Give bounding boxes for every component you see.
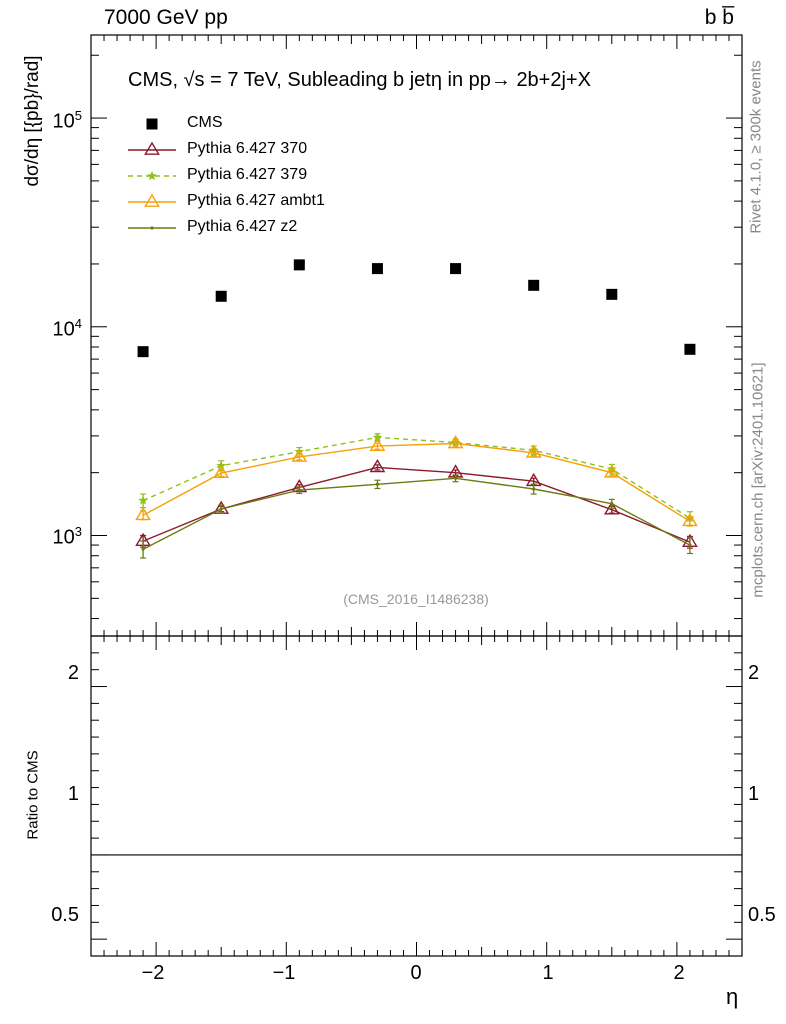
y-tick-label-1e3: 103 (52, 524, 82, 549)
marker-pythia-6-427-z2 (688, 543, 692, 547)
legend-label-cms: CMS (187, 114, 223, 131)
x-tick-label-2: 2 (673, 962, 685, 984)
marker-cms (606, 288, 618, 300)
legend-label-ambt1: Pythia 6.427 ambt1 (187, 192, 325, 209)
marker-pythia-6-427-ambt1 (447, 435, 464, 449)
marker-pythia-6-427-379 (138, 495, 148, 505)
marker-pythia-6-427-z2 (219, 507, 223, 511)
legend-label-379: Pythia 6.427 379 (187, 166, 308, 183)
legend-marker-pythia-6-427-ambt1 (144, 193, 160, 207)
legend-marker-pythia-6-427-379 (147, 171, 157, 181)
legend-label-z2: Pythia 6.427 z2 (187, 218, 298, 235)
series-line-pythia-6-427-379 (142, 436, 691, 519)
ratio-tick-label-05-left: 0.5 (51, 904, 79, 926)
legend (128, 118, 176, 230)
rivet-label: Rivet 4.1.0, ≥ 300k events (747, 60, 765, 234)
marker-pythia-6-427-ambt1 (291, 448, 308, 462)
ratio-plot-frame (90, 635, 743, 957)
marker-cms (293, 259, 305, 271)
marker-pythia-6-427-z2 (610, 502, 614, 506)
legend-label-370: Pythia 6.427 370 (187, 140, 308, 157)
ratio-tick-label-2-left: 2 (67, 662, 79, 684)
marker-cms (371, 263, 383, 275)
y-tick-label-1e5: 105 (52, 108, 82, 133)
marker-pythia-6-427-ambt1 (135, 506, 151, 521)
legend-marker-cms (146, 118, 158, 130)
data-marks (135, 259, 698, 559)
marker-cms (528, 279, 540, 291)
marker-pythia-6-427-z2 (375, 482, 380, 486)
marker-pythia-6-427-z2 (141, 547, 145, 551)
y-axis-label: dσ/dη [{pb}/rad] (22, 55, 43, 187)
marker-pythia-6-427-ambt1 (525, 444, 542, 458)
mcplots-label: mcplots.cern.ch [arXiv:2401.10621] (749, 362, 767, 598)
marker-pythia-6-427-ambt1 (682, 512, 698, 527)
marker-cms (137, 346, 149, 358)
x-tick-label-1: 1 (542, 962, 554, 984)
series-line-pythia-6-427-ambt1 (142, 442, 691, 522)
marker-pythia-6-427-370 (369, 459, 386, 473)
marker-pythia-6-427-ambt1 (213, 464, 230, 479)
marker-cms (215, 290, 227, 302)
chart-title: CMS, √s = 7 TeV, Subleading b jetη in pp… (128, 69, 591, 91)
marker-cms (450, 263, 462, 275)
ratio-tick-label-1-right: 1 (748, 783, 760, 805)
marker-pythia-6-427-370 (603, 501, 620, 515)
series-line-pythia-6-427-370 (142, 466, 691, 543)
analysis-watermark: (CMS_2016_I1486238) (343, 591, 489, 607)
energy-label: 7000 GeV pp (104, 6, 228, 29)
legend-marker-pythia-6-427-z2 (150, 226, 154, 230)
marker-cms (684, 343, 696, 355)
ratio-tick-label-2-right: 2 (748, 662, 760, 684)
marker-pythia-6-427-z2 (453, 476, 458, 480)
marker-pythia-6-427-z2 (532, 487, 536, 491)
ratio-y-axis-label: Ratio to CMS (24, 750, 42, 840)
marker-pythia-6-427-379 (372, 432, 383, 442)
ratio-tick-label-05-right: 0.5 (748, 904, 776, 926)
axis-ticks (90, 35, 743, 956)
marker-pythia-6-427-ambt1 (369, 437, 386, 452)
x-tick-label-0: 0 (410, 962, 422, 984)
x-tick-label-m2: −2 (141, 962, 165, 984)
x-axis-label: η (726, 984, 739, 1009)
marker-pythia-6-427-379 (607, 464, 617, 474)
x-tick-label-m1: −1 (272, 962, 296, 984)
series-line-pythia-6-427-z2 (142, 477, 691, 550)
marker-pythia-6-427-z2 (297, 488, 301, 492)
legend-marker-pythia-6-427-370 (144, 141, 160, 155)
process-label: b b̅ (704, 6, 734, 29)
y-tick-label-1e4: 104 (52, 316, 82, 341)
ratio-tick-label-1-left: 1 (67, 783, 79, 805)
marker-pythia-6-427-ambt1 (603, 464, 620, 478)
